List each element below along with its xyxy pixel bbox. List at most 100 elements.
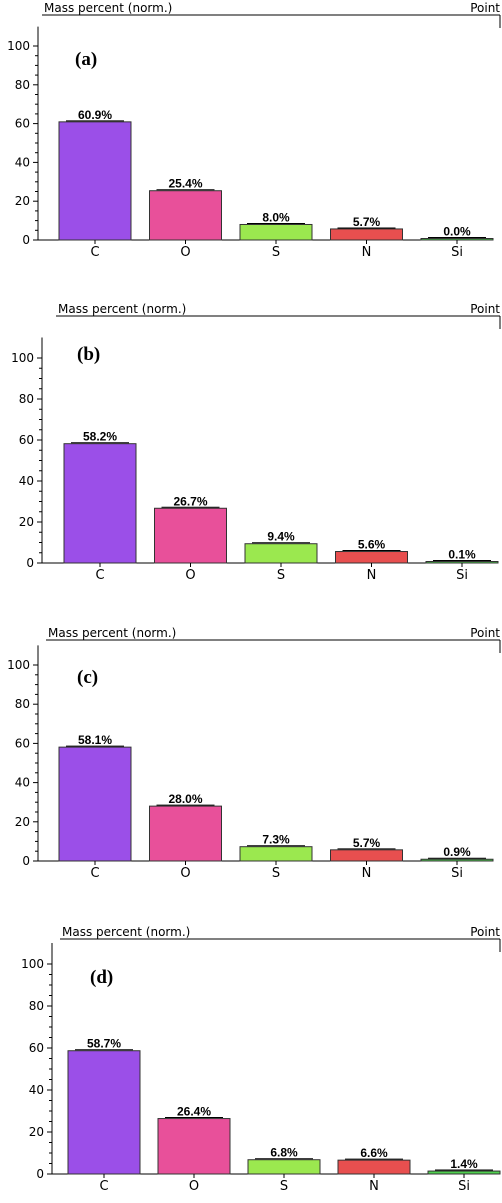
bar-S (244, 543, 318, 564)
y-tick-label: 40 (15, 155, 30, 169)
bar-O (149, 190, 222, 241)
bar-O (149, 805, 222, 862)
value-label-N: 5.7% (353, 836, 381, 850)
y-tick-label: 60 (19, 433, 34, 447)
value-label-S: 9.4% (267, 530, 295, 544)
y-tick-label: 80 (19, 392, 34, 406)
category-label-C: C (95, 568, 104, 583)
header-left-label: Mass percent (norm.) (58, 302, 186, 316)
y-tick-label: 40 (19, 474, 34, 488)
category-label-S: S (272, 866, 280, 881)
header-left-label: Mass percent (norm.) (48, 626, 176, 640)
category-label-N: N (362, 866, 372, 881)
category-label-S: S (272, 245, 280, 260)
value-label-C: 58.2% (83, 430, 117, 444)
header-left-label: Mass percent (norm.) (62, 925, 190, 939)
bar-Si (425, 561, 499, 564)
bar-C (63, 443, 137, 564)
chart-panel-4: Mass percent (norm.) Point 0 20 40 60 80 100 58.… (21, 925, 501, 1194)
y-tick-label: 0 (36, 1167, 44, 1181)
bar-O (157, 1118, 231, 1175)
value-label-N: 5.7% (353, 215, 381, 229)
bar-N (330, 228, 403, 241)
bar-Si (420, 238, 494, 241)
bar-S (239, 223, 313, 241)
bar-S (247, 1159, 321, 1175)
category-label-S: S (280, 1179, 288, 1194)
panel-label: (b) (77, 344, 100, 365)
category-label-C: C (90, 866, 99, 881)
y-tick-label: 20 (19, 515, 34, 529)
y-tick-label: 20 (15, 815, 30, 829)
y-tick-label: 100 (11, 351, 34, 365)
value-label-O: 25.4% (168, 177, 202, 191)
y-tick-label: 0 (22, 233, 30, 247)
category-label-Si: Si (458, 1179, 470, 1194)
bar-N (335, 551, 408, 564)
y-tick-label: 60 (29, 1041, 44, 1055)
chart-panel-1: Mass percent (norm.) Point 0 20 40 60 80 100 60.… (7, 1, 501, 260)
y-tick-label: 40 (29, 1083, 44, 1097)
bar-S (239, 846, 313, 862)
bar-N (337, 1159, 411, 1175)
y-tick-label: 0 (26, 556, 34, 570)
y-tick-label: 60 (15, 736, 30, 750)
header-right-label: Point (470, 925, 500, 939)
y-tick-label: 100 (21, 957, 44, 971)
value-label-O: 28.0% (168, 792, 202, 806)
category-label-Si: Si (451, 866, 463, 881)
category-label-N: N (362, 245, 372, 260)
value-label-S: 8.0% (262, 210, 290, 224)
value-label-C: 58.1% (78, 733, 112, 747)
panel-label: (a) (75, 49, 97, 70)
bar-C (58, 121, 132, 241)
value-label-Si: 0.9% (443, 845, 471, 859)
y-tick-label: 0 (22, 854, 30, 868)
bar-Si (427, 1170, 501, 1175)
y-tick-label: 80 (15, 78, 30, 92)
y-tick-label: 100 (7, 658, 30, 672)
bar-N (330, 849, 403, 862)
category-label-O: O (180, 866, 190, 881)
category-label-N: N (367, 568, 377, 583)
header-left-label: Mass percent (norm.) (44, 1, 172, 15)
category-label-O: O (185, 568, 195, 583)
y-tick-label: 80 (15, 697, 30, 711)
value-label-C: 58.7% (87, 1037, 121, 1051)
panel-label: (c) (77, 667, 98, 688)
category-label-Si: Si (456, 568, 468, 583)
value-label-O: 26.7% (173, 494, 207, 508)
chart-panel-3: Mass percent (norm.) Point 0 20 40 60 80 100 58.… (7, 626, 501, 881)
category-label-N: N (369, 1179, 379, 1194)
y-tick-label: 20 (15, 194, 30, 208)
category-label-O: O (180, 245, 190, 260)
bar-O (154, 507, 227, 564)
value-label-C: 60.9% (78, 108, 112, 122)
category-label-O: O (189, 1179, 199, 1194)
category-label-C: C (99, 1179, 108, 1194)
y-tick-label: 20 (29, 1125, 44, 1139)
bar-C (58, 746, 132, 862)
value-label-N: 6.6% (360, 1146, 388, 1160)
category-label-C: C (90, 245, 99, 260)
value-label-N: 5.6% (358, 538, 386, 552)
value-label-Si: 0.0% (443, 225, 471, 239)
bar-C (67, 1050, 141, 1175)
y-tick-label: 60 (15, 117, 30, 131)
value-label-S: 7.3% (262, 833, 290, 847)
chart-panel-2: Mass percent (norm.) Point 0 20 40 60 80 100 58.… (11, 302, 501, 583)
panel-label: (d) (90, 967, 113, 988)
y-tick-label: 100 (7, 39, 30, 53)
category-label-S: S (277, 568, 285, 583)
category-label-Si: Si (451, 245, 463, 260)
value-label-O: 26.4% (177, 1105, 211, 1119)
value-label-S: 6.8% (270, 1146, 298, 1160)
value-label-Si: 0.1% (448, 548, 476, 562)
y-tick-label: 40 (15, 776, 30, 790)
header-right-label: Point (470, 626, 500, 640)
y-tick-label: 80 (29, 999, 44, 1013)
bar-Si (420, 858, 494, 862)
value-label-Si: 1.4% (450, 1157, 478, 1171)
header-right-label: Point (470, 1, 500, 15)
